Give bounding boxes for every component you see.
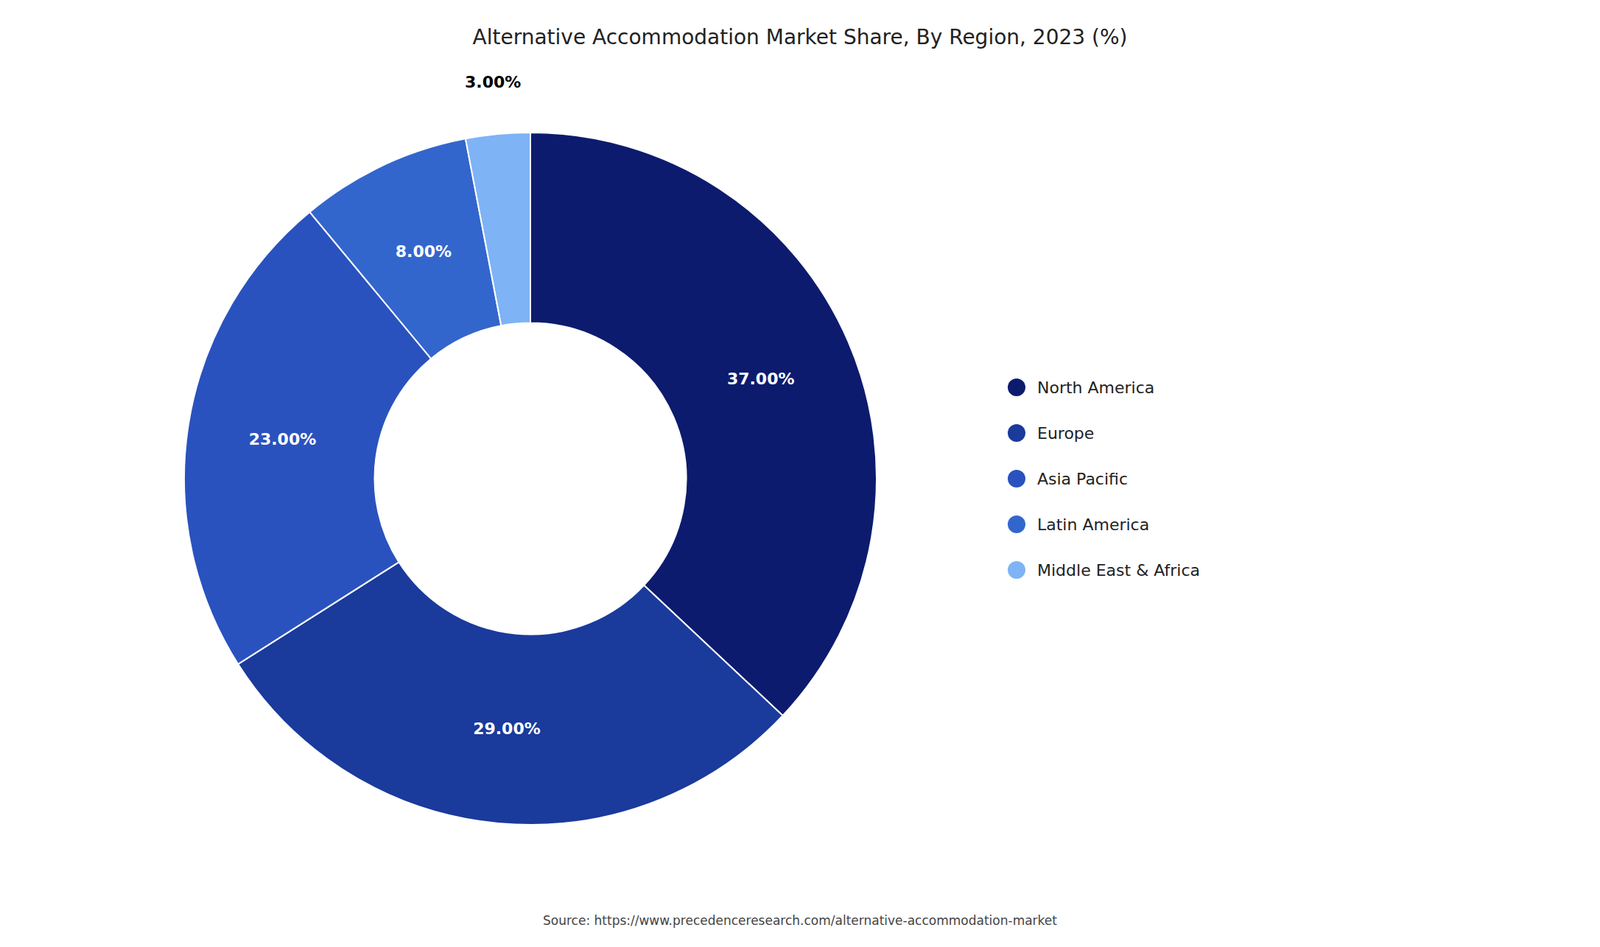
legend-swatch xyxy=(1007,424,1026,442)
data-label: 3.00% xyxy=(464,72,521,92)
data-label: 8.00% xyxy=(395,242,452,261)
data-labels: 37.00% 29.00% 23.00% 8.00% 3.00% xyxy=(248,72,795,738)
legend-swatch xyxy=(1007,515,1026,534)
annotation: Source: https://www.precedenceresearch.c… xyxy=(542,913,1058,929)
legend-item: Latin America xyxy=(1007,515,1150,535)
legend-label: Latin America xyxy=(1037,515,1150,535)
title: Alternative Accommodation Market Share, … xyxy=(472,25,1128,50)
legend-label: North America xyxy=(1037,378,1155,398)
chart: Alternative Accommodation Market Share, … xyxy=(0,0,1600,947)
legend-swatch xyxy=(1007,378,1026,397)
legend-item: Middle East & Africa xyxy=(1007,561,1200,580)
data-label: 37.00% xyxy=(727,369,795,389)
slice xyxy=(465,132,531,326)
legend-label: Europe xyxy=(1037,424,1094,443)
legend: North America Europe Asia Pacific Latin Ame… xyxy=(1007,378,1200,580)
legend-swatch xyxy=(1007,469,1026,488)
legend-item: Asia Pacific xyxy=(1007,469,1128,489)
plot xyxy=(184,132,877,826)
legend-item: North America xyxy=(1007,378,1155,398)
legend-label: Asia Pacific xyxy=(1037,469,1128,489)
legend-swatch xyxy=(1007,561,1026,580)
data-label: 29.00% xyxy=(472,719,541,739)
data-label: 23.00% xyxy=(248,430,317,449)
legend-item: Europe xyxy=(1007,424,1094,443)
legend-label: Middle East & Africa xyxy=(1037,561,1200,580)
